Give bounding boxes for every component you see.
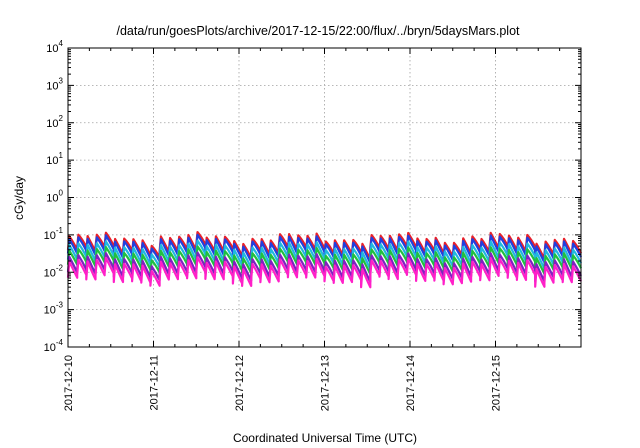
y-tick-label: 102 bbox=[46, 114, 63, 130]
x-tick-label: 2017-12-14 bbox=[405, 355, 417, 411]
y-axis: 10-4 10-3 10-2 10-1 100 101 102 103 104 bbox=[44, 39, 581, 354]
y-tick-label: 10-3 bbox=[44, 301, 64, 317]
x-axis: 2017-12-10 2017-12-11 2017-12-12 2017-12-13… bbox=[63, 48, 561, 411]
x-tick-label: 2017-12-11 bbox=[149, 355, 161, 410]
x-tick-label: 2017-12-15 bbox=[491, 355, 503, 411]
x-axis-label: Coordinated Universal Time (UTC) bbox=[233, 431, 417, 445]
y-tick-label: 10-1 bbox=[44, 226, 64, 242]
y-tick-label: 104 bbox=[46, 39, 63, 55]
y-tick-label: 10-2 bbox=[44, 263, 64, 279]
x-tick-label: 2017-12-12 bbox=[234, 355, 246, 411]
series-group bbox=[66, 231, 582, 289]
grid bbox=[68, 48, 581, 347]
x-tick-label: 2017-12-10 bbox=[63, 355, 75, 411]
y-tick-label: 103 bbox=[46, 76, 63, 92]
y-tick-label: 10-4 bbox=[44, 338, 64, 354]
y-axis-label: cGy/day bbox=[12, 176, 26, 220]
y-tick-label: 101 bbox=[46, 151, 63, 167]
series-line-6 bbox=[66, 256, 582, 289]
y-tick-label: 100 bbox=[46, 189, 63, 205]
x-tick-label: 2017-12-13 bbox=[320, 355, 332, 411]
chart-title: /data/run/goesPlots/archive/2017-12-15/2… bbox=[116, 24, 520, 38]
